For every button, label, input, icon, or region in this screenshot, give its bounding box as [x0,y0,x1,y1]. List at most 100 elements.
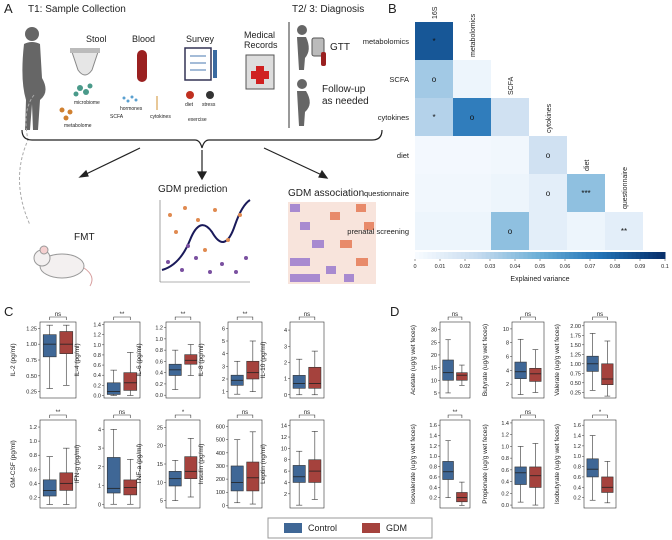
heatmap-cell [567,174,605,212]
colorbar-segment [548,252,553,259]
plot-frame [227,321,263,399]
y-tick-label: 12 [281,435,287,441]
box [514,361,527,379]
y-tick-label: 0.2 [429,496,437,502]
box [106,382,121,395]
heatmap-cell [415,98,453,136]
row-label: metabolomics [363,37,410,46]
plot-frame [289,419,325,509]
box [123,372,138,391]
y-tick-label: 0.2 [155,382,163,388]
significance-label: ns [242,410,248,416]
y-axis-label: Valerate (ug/g wet feces) [554,324,561,396]
label: microbiome [74,100,100,106]
colorbar-segment [535,252,541,259]
y-tick-label: 0.0 [501,503,509,509]
significance-label: ns [304,312,310,318]
y-tick-label: 3 [284,344,287,350]
y-tick-label: 20 [431,353,437,359]
y-tick-label: 1.00 [26,342,37,348]
significance-label: ns [452,312,458,318]
y-tick-label: 2.00 [570,324,581,330]
significance-label: * [182,410,185,416]
y-tick-label: 15 [157,462,163,468]
label: Medical [244,30,275,40]
y-tick-label: 1.00 [570,362,581,368]
column-label: diet [584,160,591,171]
significance-bracket [113,414,131,418]
y-tick-label: 1.25 [26,326,37,332]
colorbar-segment [560,252,566,259]
colorbar-tick-label: 0.09 [635,264,646,270]
heatmap-cell [491,98,529,136]
box [59,472,74,491]
y-tick-label: 1.0 [29,439,37,445]
colorbar-segment [531,252,537,259]
y-tick-label: 0.50 [26,374,37,380]
colorbar-tick-label: 0.01 [435,264,446,270]
plot-frame [511,321,545,399]
y-tick-label: 0.6 [573,475,581,481]
y-tick-label: 0.2 [501,491,509,497]
box [184,456,198,479]
significance-bracket [298,414,316,418]
colorbar-segment [540,252,545,259]
legend: Control GDM [267,517,433,539]
colorbar-segment [502,252,508,259]
y-tick-label: 15 [431,366,437,372]
label: cytokines [150,114,171,120]
y-axis-label: TNF-a (pg/ml) [136,444,143,484]
y-tick-label: 14 [281,424,287,430]
hormone-icon [122,95,138,103]
cell-annotation: ** [621,227,627,236]
association-heatmap [288,202,376,284]
y-tick-label: 5 [222,339,225,345]
heatmap-cell [453,174,491,212]
y-axis-label: Leptin (ng/ml) [260,444,267,484]
significance-bracket [174,316,192,320]
y-tick-label: 0.50 [570,381,581,387]
y-tick-label: 6 [284,469,287,475]
colorbar-segment [456,252,462,259]
colorbar-segment [515,252,520,259]
colorbar-segment [498,252,503,259]
colorbar-segment [635,252,641,259]
box [456,492,468,503]
significance-bracket [592,316,608,320]
y-tick-label: 2 [98,465,101,471]
heatmap-cell [453,212,491,250]
row-label: SCFA [389,75,409,84]
colorbar-segment [602,252,608,259]
significance-label: ns [525,410,531,416]
heatmap-cell [605,212,643,250]
y-axis-label: IFN-g (pg/ml) [74,445,81,483]
y-axis-label: GM-CSF (pg/ml) [10,440,17,488]
y-tick-label: 4 [284,480,287,486]
colorbar-segment [494,252,499,259]
y-tick-label: 4 [222,352,225,358]
plot-frame [103,419,141,509]
metabolite-icon [59,107,73,121]
legend-frame [267,517,433,539]
plot-frame [439,419,471,509]
significance-label: ns [119,410,125,416]
row-label: cytokines [378,113,410,122]
y-tick-label: 1.2 [155,326,163,332]
significance-bracket [298,316,316,320]
significance-bracket [236,316,254,320]
tube-icon [321,52,326,66]
y-tick-label: 3 [222,364,225,370]
box [42,334,57,358]
y-tick-label: 0.4 [501,480,509,486]
label: metabolome [64,123,92,129]
colorbar-segment [652,252,658,259]
significance-label: ** [243,312,248,318]
y-tick-label: 0.8 [501,456,509,462]
colorbar-segment [590,252,595,259]
y-tick-label: 10 [503,327,509,333]
column-label: SCFA [508,76,515,95]
box [514,466,527,485]
colorbar-segment [556,252,562,259]
y-tick-label: 0.25 [570,390,581,396]
diagram: T1: Sample Collection T2/ 3: Diagnosis S… [19,4,383,287]
